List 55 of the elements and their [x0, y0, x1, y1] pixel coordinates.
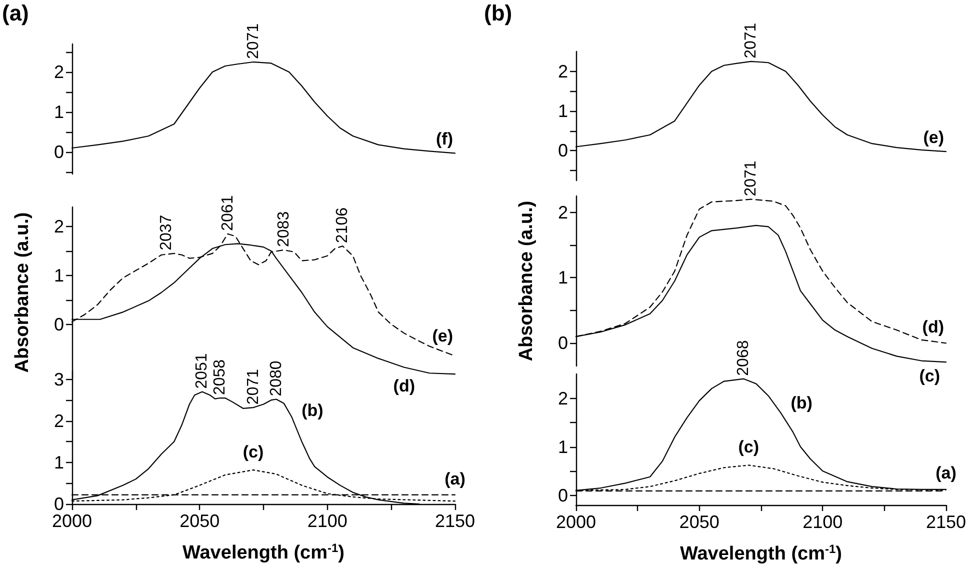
series-label: (a) [444, 469, 466, 488]
annotation: 2068 [735, 340, 752, 376]
y-tick-label: 0 [54, 494, 64, 514]
x-tick-label: 2000 [52, 511, 92, 531]
series-label: (f) [436, 130, 453, 149]
x-tick-label: 2100 [802, 512, 843, 532]
annotation: 2051 [194, 353, 211, 389]
x-tick-label: 2050 [679, 512, 720, 532]
x-tick-label: 2000 [556, 512, 596, 532]
x-tick-label: 2100 [307, 511, 348, 531]
x-tick-label: 2150 [434, 511, 476, 531]
x-tick-label: 2150 [926, 512, 966, 532]
annotation: 2071 [742, 22, 760, 58]
x-tick-label: 2050 [180, 511, 220, 531]
y-tick-label: 2 [54, 410, 64, 431]
series-label: (e) [923, 128, 944, 148]
y-tick-label: 0 [558, 485, 568, 506]
annotation: 2071 [742, 160, 760, 196]
series-label: (c) [242, 442, 264, 462]
series-label: (c) [919, 366, 940, 386]
annotation: 2061 [219, 195, 236, 231]
chart-title: (a) [2, 0, 29, 26]
annotation: 2080 [268, 360, 285, 396]
annotation: 2058 [212, 359, 229, 396]
y-tick-label: 0 [558, 333, 568, 354]
annotation: 2071 [244, 23, 262, 59]
annotation: 2071 [244, 368, 262, 405]
y-tick-label: 2 [558, 202, 568, 222]
y-tick-label: 0 [558, 140, 568, 161]
y-tick-label: 1 [558, 101, 568, 122]
y-tick-label: 1 [54, 452, 64, 472]
y-tick-label: 2 [558, 61, 568, 82]
y-tick-label: 0 [54, 142, 64, 162]
annotation: 2106 [334, 207, 352, 244]
y-tick-label: 1 [558, 436, 568, 457]
series-label: (d) [922, 318, 944, 337]
y-tick-label: 2 [558, 388, 568, 408]
y-axis-title: Absorbance (a.u.) [516, 200, 537, 362]
series-label: (b) [790, 393, 812, 412]
annotation: 2083 [275, 211, 292, 247]
y-tick-label: 0 [54, 314, 64, 334]
series-label: (a) [936, 463, 956, 482]
chart-title: (b) [484, 0, 512, 26]
series-label: (e) [432, 326, 453, 346]
y-tick-label: 2 [54, 216, 64, 237]
series-label: (c) [738, 438, 760, 457]
y-tick-label: 1 [54, 102, 64, 122]
y-axis-title: Absorbance (a.u.) [12, 212, 33, 373]
annotation: 2037 [158, 214, 175, 250]
series-label: (d) [393, 376, 415, 396]
series-label: (b) [302, 401, 324, 420]
y-tick-label: 3 [54, 369, 64, 390]
y-tick-label: 2 [54, 62, 64, 82]
y-tick-label: 1 [558, 268, 568, 288]
y-tick-label: 1 [54, 265, 64, 286]
